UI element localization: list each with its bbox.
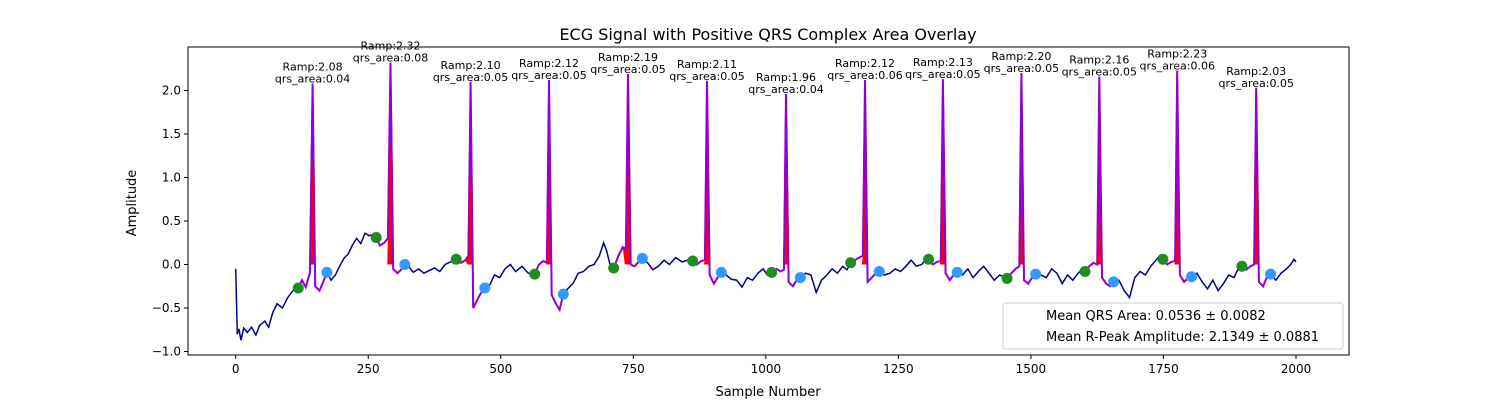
qrs-segment-line (455, 81, 486, 309)
x-tick-label: 1750 (1148, 362, 1179, 376)
r-amp-annotation: Ramp:2.08 (283, 61, 343, 74)
y-tick-label: 2.0 (162, 84, 181, 98)
r-amp-annotation: Ramp:1.96 (756, 71, 816, 84)
y-tick-label: 1.5 (162, 127, 181, 141)
qrs-onset-marker (1157, 253, 1169, 265)
qrs-offset-marker (1030, 268, 1042, 280)
qrs-offset-marker (1186, 271, 1198, 283)
qrs-area-annotation: qrs_area:0.05 (984, 62, 1059, 75)
x-axis-label: Sample Number (715, 385, 821, 400)
qrs-segment-line (297, 83, 328, 293)
x-tick-label: 500 (489, 362, 512, 376)
r-amp-annotation: Ramp:2.03 (1226, 65, 1286, 78)
qrs-segment-line (1162, 70, 1192, 284)
qrs-area-fill (622, 74, 631, 265)
x-tick-label: 250 (357, 362, 380, 376)
qrs-offset-marker (715, 266, 727, 278)
x-tick-label: 1250 (883, 362, 914, 376)
onset-offset-markers (292, 232, 1277, 300)
qrs-area-annotation: qrs_area:0.05 (511, 69, 586, 82)
qrs-segment-line (771, 93, 801, 288)
chart-title: ECG Signal with Positive QRS Complex Are… (559, 25, 976, 44)
x-tick-label: 2000 (1281, 362, 1312, 376)
qrs-onset-marker (1079, 265, 1091, 277)
r-amp-annotation: Ramp:2.12 (519, 57, 579, 70)
x-tick-label: 750 (622, 362, 645, 376)
r-amp-annotation: Ramp:2.12 (835, 57, 895, 70)
qrs-onset-marker (529, 268, 541, 280)
y-tick-label: −0.5 (152, 301, 181, 315)
qrs-offset-marker (1265, 268, 1277, 280)
legend-entry-qrs-area: Mean QRS Area: 0.0536 ± 0.0082 (1046, 309, 1266, 324)
qrs-area-annotation: qrs_area:0.05 (1062, 66, 1137, 79)
y-axis-label: Amplitude (125, 170, 140, 237)
qrs-offset-marker (557, 288, 569, 300)
qrs-offset-marker (399, 259, 411, 271)
qrs-offset-marker (794, 272, 806, 284)
qrs-segment-line (612, 73, 643, 269)
legend-box (1002, 302, 1344, 350)
axes-frame (187, 46, 1350, 356)
qrs-offset-marker (873, 265, 885, 277)
y-tick-label: 0.5 (162, 214, 181, 228)
qrs-area-annotation: qrs_area:0.08 (353, 52, 428, 65)
qrs-onset-marker (845, 257, 857, 269)
y-tick-label: 0.0 (162, 258, 181, 272)
r-amp-annotation: Ramp:2.32 (360, 40, 420, 53)
plot-area: Ramp:2.08qrs_area:0.04Ramp:2.32qrs_area:… (234, 40, 1297, 341)
qrs-segment-line (692, 80, 723, 286)
qrs-segment-line (533, 80, 565, 313)
qrs-onset-marker (923, 253, 935, 265)
qrs-offset-marker (321, 266, 333, 278)
r-amp-annotation: Ramp:2.20 (991, 50, 1051, 63)
qrs-area-annotation: qrs_area:0.05 (1218, 77, 1293, 90)
r-amp-annotation: Ramp:2.10 (441, 59, 501, 72)
qrs-onset-marker (370, 232, 382, 244)
qrs-segment-line (927, 79, 958, 283)
qrs-segment-line (850, 80, 880, 285)
qrs-onset-marker (1001, 272, 1013, 284)
qrs-area-annotation: qrs_area:0.04 (275, 73, 350, 86)
r-amp-annotation: Ramp:2.11 (677, 58, 737, 71)
legend-entry-r-peak: Mean R-Peak Amplitude: 2.1349 ± 0.0881 (1046, 330, 1319, 345)
x-axis-ticks: 0 250 500 750 1000 1250 1500 1750 2000 (232, 355, 1311, 376)
qrs-offset-marker (479, 282, 491, 294)
legend: Mean QRS Area: 0.0536 ± 0.0082 Mean R-Pe… (1002, 302, 1344, 350)
qrs-area-annotation: qrs_area:0.06 (1140, 59, 1215, 72)
qrs-onset-marker (687, 255, 699, 267)
qrs-segment-line (1006, 73, 1037, 286)
qrs-area-annotation: qrs_area:0.05 (669, 70, 744, 83)
qrs-area-annotation: qrs_area:0.06 (827, 69, 902, 82)
x-tick-label: 0 (232, 362, 240, 376)
qrs-segment-line (375, 62, 406, 275)
beat-annotations: Ramp:2.08qrs_area:0.04Ramp:2.32qrs_area:… (275, 40, 1294, 96)
qrs-area-annotation: qrs_area:0.04 (748, 83, 823, 96)
qrs-onset-marker (450, 253, 462, 265)
qrs-offset-marker (951, 266, 963, 278)
qrs-offset-marker (636, 252, 648, 264)
qrs-onset-marker (1236, 260, 1248, 272)
y-axis-ticks: −1.0 −0.5 0.0 0.5 1.0 1.5 2.0 (152, 84, 188, 359)
qrs-onset-marker (608, 262, 620, 274)
r-amp-annotation: Ramp:2.19 (598, 51, 658, 64)
qrs-area-annotation: qrs_area:0.05 (590, 63, 665, 76)
qrs-area-annotation: qrs_area:0.05 (433, 71, 508, 84)
qrs-segment-line (1241, 87, 1272, 289)
qrs-segment-line (1084, 76, 1115, 288)
qrs-onset-marker (766, 266, 778, 278)
y-tick-label: −1.0 (152, 345, 181, 359)
r-amp-annotation: Ramp:2.16 (1069, 54, 1129, 67)
qrs-onset-marker (292, 282, 304, 294)
r-amp-annotation: Ramp:2.23 (1147, 47, 1207, 60)
qrs-area-annotation: qrs_area:0.05 (905, 68, 980, 81)
y-tick-label: 1.0 (162, 171, 181, 185)
x-tick-label: 1000 (751, 362, 782, 376)
x-tick-label: 1500 (1016, 362, 1047, 376)
r-amp-annotation: Ramp:2.13 (913, 56, 973, 69)
qrs-offset-marker (1108, 276, 1120, 288)
